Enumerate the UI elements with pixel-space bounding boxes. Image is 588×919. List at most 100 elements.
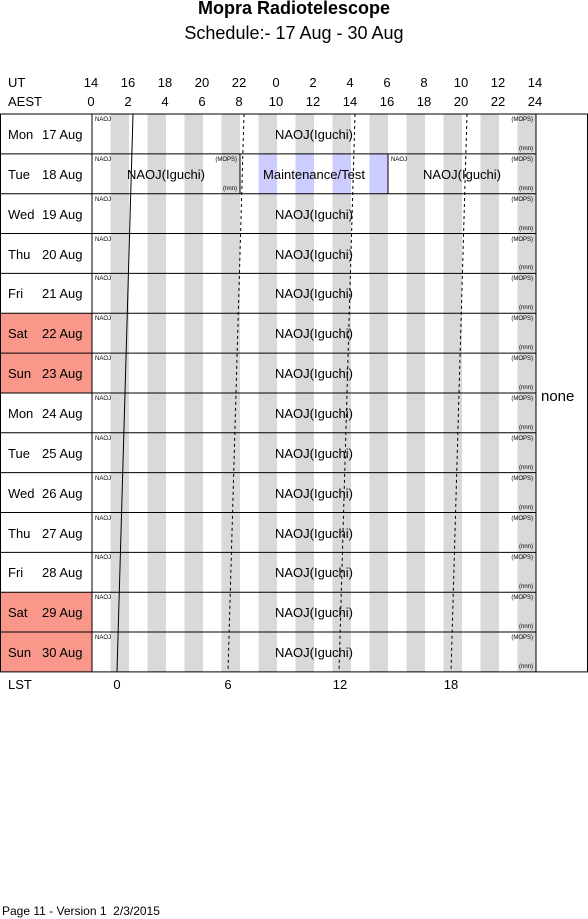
aest-tick: 24 — [527, 94, 543, 109]
page-footer: Page 11 - Version 1 2/3/2015 — [2, 904, 160, 918]
hour-stripe — [369, 392, 388, 433]
hour-stripe — [369, 353, 388, 393]
tag-instrument-left: NAOJ — [95, 356, 112, 363]
hour-stripe — [517, 392, 536, 433]
tag-code: (nnn) — [222, 185, 237, 192]
day-weekday: Mon — [8, 405, 34, 421]
hour-stripe — [110, 273, 129, 314]
hour-stripe — [110, 432, 129, 473]
tag-code: (nnn) — [518, 265, 533, 272]
hour-stripe — [147, 273, 166, 314]
weekend-highlight — [0, 632, 92, 672]
day-weekday: Sun — [8, 645, 32, 661]
hour-stripe — [406, 193, 425, 234]
hour-stripe — [258, 114, 277, 154]
hour-stripe — [295, 233, 314, 274]
day-weekday: Mon — [8, 127, 34, 142]
hour-stripe — [184, 392, 203, 433]
hour-stripe — [147, 472, 166, 513]
hour-stripe — [147, 552, 166, 593]
hour-stripe — [147, 432, 166, 473]
hour-stripe — [258, 472, 277, 513]
aest-tick: 6 — [198, 94, 206, 109]
hour-stripe — [517, 153, 536, 194]
hour-stripe — [221, 432, 240, 473]
hour-stripe — [110, 592, 129, 633]
hour-stripe — [221, 233, 240, 274]
hour-stripe — [221, 273, 240, 314]
hour-stripe — [443, 392, 462, 433]
hour-stripe — [332, 592, 351, 633]
hour-stripe — [110, 114, 129, 154]
hour-stripe — [147, 353, 166, 393]
hour-stripe — [147, 153, 166, 194]
hour-stripe — [480, 392, 499, 433]
tag-receiver: (MOPS) — [511, 196, 533, 203]
hour-stripe — [258, 432, 277, 473]
hour-stripe — [258, 353, 277, 393]
day-weekday: Thu — [8, 525, 31, 541]
tag-receiver: (MOPS) — [511, 316, 533, 323]
hour-stripe — [480, 353, 499, 393]
lst-zero-line — [116, 113, 134, 672]
ut-tick: 18 — [157, 75, 173, 90]
hour-stripe — [443, 512, 462, 553]
day-date: 26 Aug — [42, 485, 83, 501]
ut-tick: 20 — [194, 75, 210, 90]
hour-stripe — [147, 313, 166, 354]
hour-stripe — [480, 193, 499, 234]
hour-stripe — [258, 632, 277, 672]
project-label: NAOJ(Iguchi) — [274, 405, 354, 421]
hour-stripe — [221, 114, 240, 154]
hour-stripe — [184, 472, 203, 513]
day-date: 18 Aug — [42, 166, 83, 182]
ut-tick: 4 — [346, 75, 354, 90]
day-date: 27 Aug — [42, 525, 83, 541]
tag-instrument-left: NAOJ — [391, 156, 408, 163]
hour-stripe — [443, 552, 462, 593]
hour-stripe — [258, 153, 277, 194]
tag-code: (nnn) — [518, 544, 533, 551]
hour-stripe — [517, 512, 536, 553]
hour-stripe — [369, 552, 388, 593]
tag-code: (nnn) — [518, 584, 533, 591]
day-weekday: Wed — [8, 485, 35, 501]
aest-axis-label: AEST — [8, 94, 42, 109]
hour-stripe — [295, 472, 314, 513]
ut-tick: 0 — [272, 75, 280, 90]
hour-stripe — [480, 313, 499, 354]
hour-stripe — [295, 114, 314, 154]
day-weekday: Sat — [8, 326, 28, 342]
ut-tick: 8 — [420, 75, 428, 90]
lst-tick: 12 — [332, 677, 348, 692]
project-label: NAOJ(Iguchi) — [274, 127, 354, 142]
hour-stripe — [406, 472, 425, 513]
hour-stripe — [480, 114, 499, 154]
hour-stripe — [295, 632, 314, 672]
hour-stripe — [221, 153, 240, 194]
hour-stripe — [517, 592, 536, 633]
tag-code: (nnn) — [518, 225, 533, 232]
project-label: NAOJ(Iguchi) — [274, 326, 354, 342]
hour-stripe — [221, 353, 240, 393]
tag-receiver: (MOPS) — [511, 117, 533, 123]
hour-stripe — [517, 114, 536, 154]
page-subtitle: Schedule:- 17 Aug - 30 Aug — [184, 23, 404, 43]
ut-axis-label: UT — [8, 75, 26, 90]
lst-axis-label: LST — [8, 677, 32, 692]
hour-stripe — [332, 273, 351, 314]
tag-instrument-left: NAOJ — [95, 475, 112, 482]
page-title: Mopra Radiotelescope — [197, 0, 391, 18]
ut-tick: 14 — [83, 75, 99, 90]
hour-stripe — [184, 353, 203, 393]
hour-stripe — [369, 273, 388, 314]
hour-stripe — [517, 552, 536, 593]
hour-stripe — [406, 592, 425, 633]
aest-tick: 16 — [379, 94, 395, 109]
hour-stripe — [110, 472, 129, 513]
day-weekday: Fri — [8, 286, 24, 302]
hour-stripe — [221, 313, 240, 354]
hour-stripe — [184, 432, 203, 473]
hour-stripe — [369, 153, 388, 194]
